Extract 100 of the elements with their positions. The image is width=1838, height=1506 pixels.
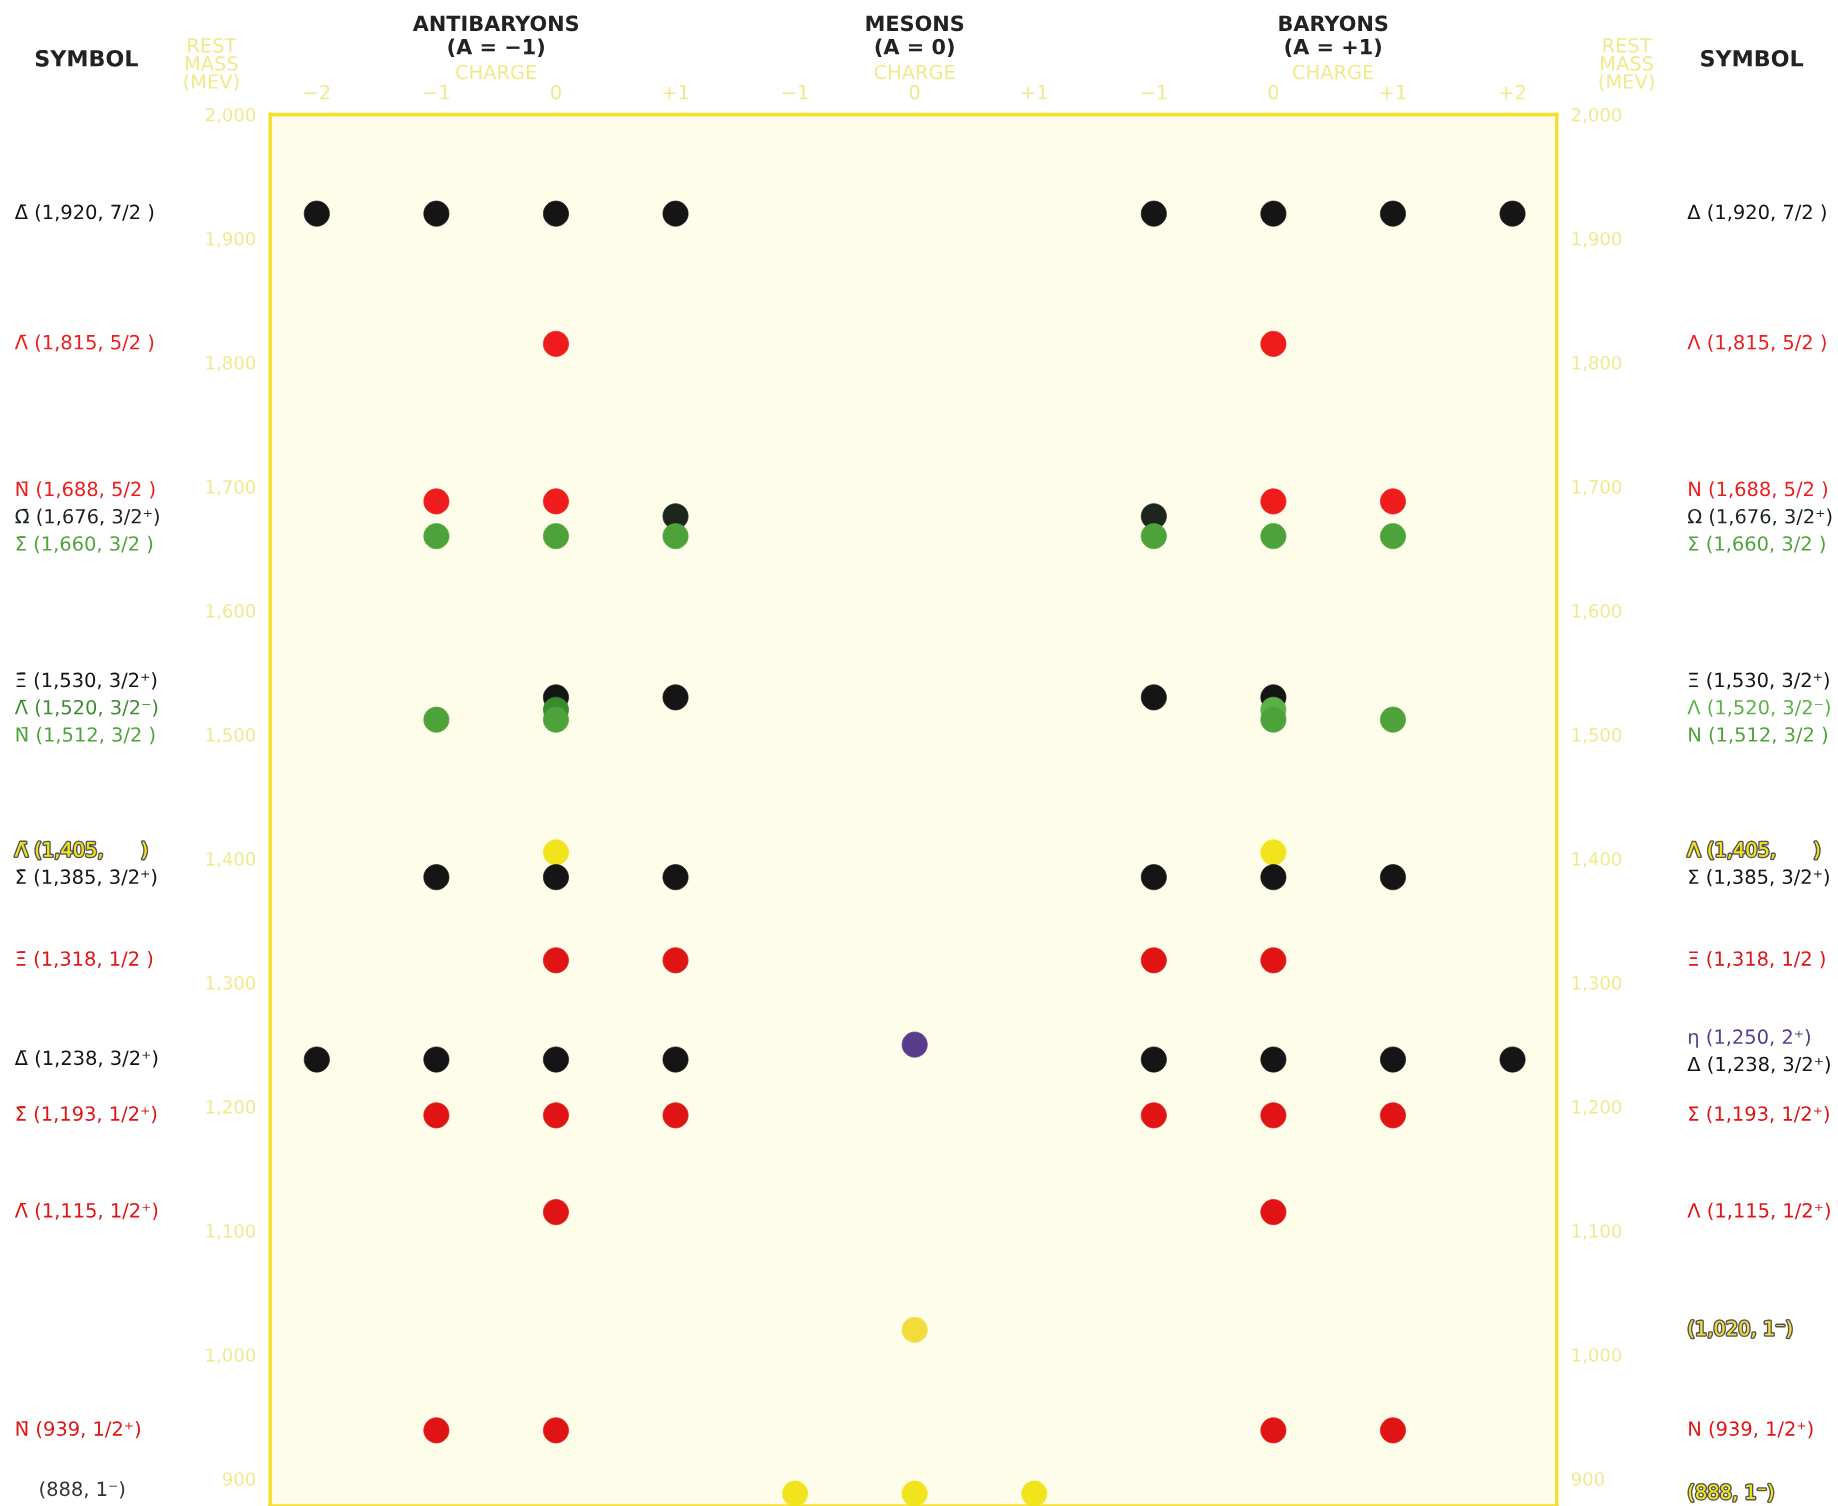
text: CHARGE xyxy=(1293,64,1374,80)
point xyxy=(782,1480,809,1506)
text: Δ̄ (1,238, 3/2⁺) xyxy=(14,1050,158,1068)
text: Λ (1,115, 1/2⁺) xyxy=(1687,1202,1830,1220)
x-tick-label: −1 xyxy=(1141,85,1167,100)
point xyxy=(1380,706,1406,733)
text: Λ̄ (1,115, 1/2⁺) xyxy=(14,1202,158,1220)
point xyxy=(1260,947,1287,974)
y2-tick-label: 1,400 xyxy=(1572,852,1622,868)
text: N (1,512, 3/2 ) xyxy=(1689,726,1828,745)
point xyxy=(662,200,689,227)
y2-tick-label: 1,300 xyxy=(1572,976,1622,992)
y2-tick-label: 2,000 xyxy=(1572,107,1622,124)
x-axis-title: CHARGE xyxy=(456,64,537,80)
point xyxy=(1260,1417,1287,1444)
y-tick-label: 900 xyxy=(222,1472,256,1486)
point xyxy=(662,1046,689,1073)
text: ANTIBARYONS (A = −1) xyxy=(412,15,579,57)
text: Λ (1,405, ) xyxy=(1687,841,1820,860)
text: Ξ̄ (1,530, 3/2⁺) xyxy=(16,672,157,690)
text: N̄ (1,688, 5/2 ) xyxy=(16,481,155,499)
y2-tick-label: 900 xyxy=(1571,1472,1604,1486)
point xyxy=(543,1102,569,1129)
y-tick-label: 1,500 xyxy=(206,728,256,744)
text: (1,020, 1⁻) xyxy=(1688,1320,1792,1338)
text: η (1,250, 2⁺) xyxy=(1689,1029,1810,1048)
y2-axis-title: REST MASS (MEV) xyxy=(1599,37,1654,92)
y2-tick-label: 1,900 xyxy=(1572,231,1622,248)
text: Δ (1,920, 7/2 ) xyxy=(1687,204,1826,222)
point xyxy=(1380,1046,1406,1073)
x-tick-label: −1 xyxy=(782,85,808,100)
y-axis-title: REST MASS (MEV) xyxy=(184,37,239,92)
x-tick-label: 0 xyxy=(1268,84,1279,100)
x-tick-label: +1 xyxy=(663,85,689,100)
y2-tick-label: 1,700 xyxy=(1572,479,1622,496)
point xyxy=(1260,523,1287,550)
text: CHARGE xyxy=(874,64,955,80)
y-tick-label: 2,000 xyxy=(205,107,256,124)
x-tick-label: +1 xyxy=(1021,85,1047,100)
point xyxy=(1260,864,1287,891)
text: N̄ (939, 1/2⁺) xyxy=(16,1420,140,1439)
y-tick-label: 1,400 xyxy=(206,852,256,868)
point xyxy=(1140,684,1167,711)
text: Δ (1,238, 3/2⁺) xyxy=(1687,1056,1830,1074)
text: SYMBOL xyxy=(1701,49,1804,67)
text: Δ̄ (1,920, 7/2 ) xyxy=(14,204,154,222)
text: Ω (1,676, 3/2⁺) xyxy=(1688,508,1832,526)
y2-tick-label: 1,200 xyxy=(1572,1100,1622,1116)
point xyxy=(1260,1199,1287,1226)
text: N (1,688, 5/2 ) xyxy=(1689,481,1828,499)
point xyxy=(1380,200,1406,227)
point xyxy=(662,684,689,711)
text: Σ (1,385, 3/2⁺) xyxy=(1689,869,1829,887)
text: Σ̄ (1,660, 3/2 ) xyxy=(16,535,153,554)
y-tick-label: 1,600 xyxy=(206,604,256,620)
y-tick-label: 1,000 xyxy=(206,1348,256,1364)
point xyxy=(423,1046,450,1073)
point xyxy=(1260,839,1287,866)
text: (888, 1⁻) xyxy=(1688,1484,1773,1502)
y-tick-label: 1,900 xyxy=(206,231,256,248)
point xyxy=(901,1480,928,1506)
point xyxy=(662,1102,689,1129)
text: Λ (1,520, 3/2⁻) xyxy=(1687,699,1830,717)
y-tick-label: 1,800 xyxy=(206,355,256,372)
y2-tick-label: 1,600 xyxy=(1572,604,1622,620)
y-tick-label: 1,700 xyxy=(206,479,256,496)
text: (888, 1⁻) xyxy=(40,1481,125,1499)
text: Ξ (1,318, 1/2 ) xyxy=(1689,950,1825,969)
y-tick-label: 1,300 xyxy=(206,976,256,992)
y-tick-label: 1,100 xyxy=(206,1224,256,1240)
y2-tick-label: 1,000 xyxy=(1572,1348,1622,1364)
text: Σ̄ (1,385, 3/2⁺) xyxy=(16,869,157,887)
text: N (939, 1/2⁺) xyxy=(1689,1420,1813,1439)
text: Ω̄ (1,676, 3/2⁺) xyxy=(15,508,159,526)
text: Λ̄ (1,815, 5/2 ) xyxy=(14,334,154,352)
point xyxy=(423,706,450,733)
text: Λ (1,815, 5/2 ) xyxy=(1687,334,1826,352)
point xyxy=(1380,1417,1406,1444)
y2-tick-label: 1,800 xyxy=(1572,355,1622,372)
text: Ξ̄ (1,318, 1/2 ) xyxy=(16,950,153,969)
x-tick-label: +1 xyxy=(1380,85,1406,100)
text: Σ̄ (1,193, 1/2⁺) xyxy=(16,1105,157,1124)
text: BARYONS (A = +1) xyxy=(1279,15,1388,57)
text: MESONS (A = 0) xyxy=(866,15,964,57)
text: Λ̄ (1,405, ) xyxy=(14,841,147,860)
point xyxy=(543,1199,569,1226)
x-tick-label: 0 xyxy=(551,84,561,100)
text: Ξ (1,530, 3/2⁺) xyxy=(1689,672,1829,690)
point xyxy=(1380,864,1406,891)
point xyxy=(1260,488,1287,515)
text: Λ̄ (1,520, 3/2⁻) xyxy=(14,699,158,717)
x-tick-label: −2 xyxy=(304,84,330,100)
point xyxy=(1140,523,1167,550)
y2-tick-label: 1,100 xyxy=(1572,1224,1622,1240)
point xyxy=(423,200,450,227)
y-tick-label: 1,200 xyxy=(206,1100,256,1116)
text: Σ (1,660, 3/2 ) xyxy=(1689,535,1825,554)
x-tick-label: −1 xyxy=(424,85,449,100)
x-tick-label: 0 xyxy=(909,84,920,100)
point xyxy=(543,200,569,227)
